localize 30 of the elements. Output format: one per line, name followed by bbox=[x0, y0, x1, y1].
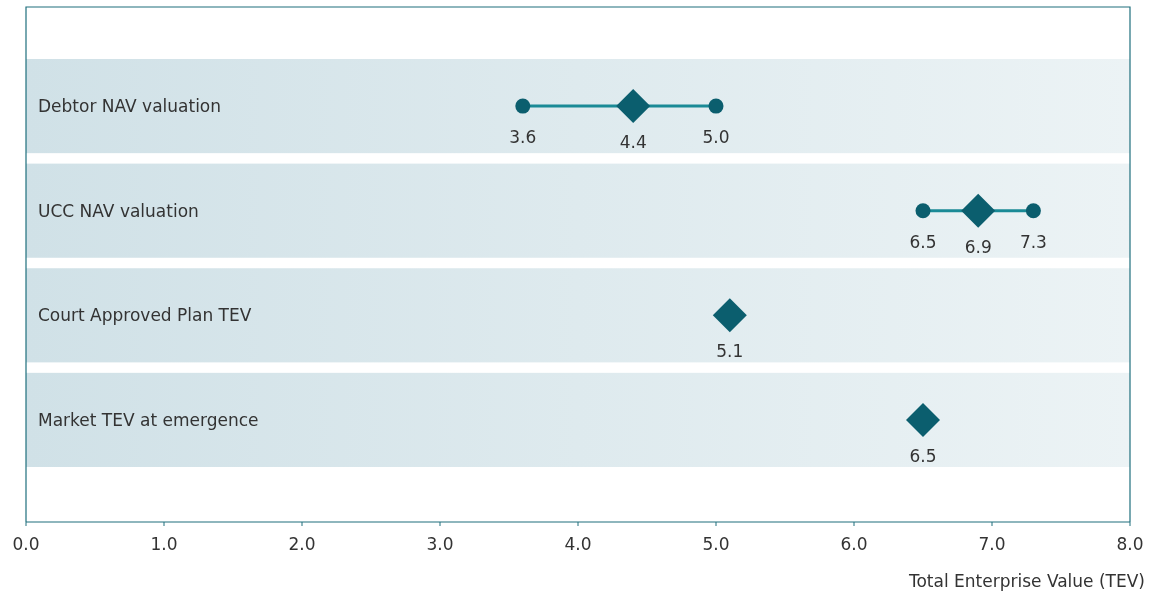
x-tick-label: 2.0 bbox=[288, 534, 316, 554]
x-tick-label: 8.0 bbox=[1116, 534, 1144, 554]
y-tick-label: UCC NAV valuation bbox=[38, 200, 199, 221]
x-tick-label: 7.0 bbox=[978, 534, 1006, 554]
y-tick-label: Debtor NAV valuation bbox=[38, 96, 222, 117]
data-label: 5.1 bbox=[716, 341, 744, 362]
x-tick-label: 3.0 bbox=[426, 534, 454, 554]
point bbox=[906, 402, 940, 437]
point bbox=[1025, 203, 1041, 219]
point bbox=[915, 203, 931, 219]
data-label: 3.6 bbox=[509, 127, 537, 148]
x-tick-label: 1.0 bbox=[150, 534, 178, 554]
point bbox=[961, 193, 996, 228]
point bbox=[515, 98, 531, 114]
x-tick-label: 5.0 bbox=[702, 534, 730, 554]
y-tick-label: Court Approved Plan TEV bbox=[38, 305, 252, 326]
data-label: 5.0 bbox=[702, 127, 730, 148]
data-label: 4.4 bbox=[619, 132, 647, 153]
point bbox=[616, 89, 651, 124]
point bbox=[708, 98, 724, 114]
x-tick-label: 4.0 bbox=[564, 534, 592, 554]
data-label: 6.9 bbox=[964, 236, 992, 257]
point bbox=[712, 298, 747, 333]
x-tick-label: 0.0 bbox=[12, 534, 40, 554]
x-axis-title: Total Enterprise Value (TEV) bbox=[907, 571, 1145, 591]
data-label: 6.5 bbox=[909, 445, 937, 466]
y-tick-label: Market TEV at emergence bbox=[38, 409, 259, 430]
data-label: 7.3 bbox=[1019, 231, 1047, 252]
x-tick-label: 6.0 bbox=[840, 534, 868, 554]
data-label: 6.5 bbox=[909, 231, 937, 252]
